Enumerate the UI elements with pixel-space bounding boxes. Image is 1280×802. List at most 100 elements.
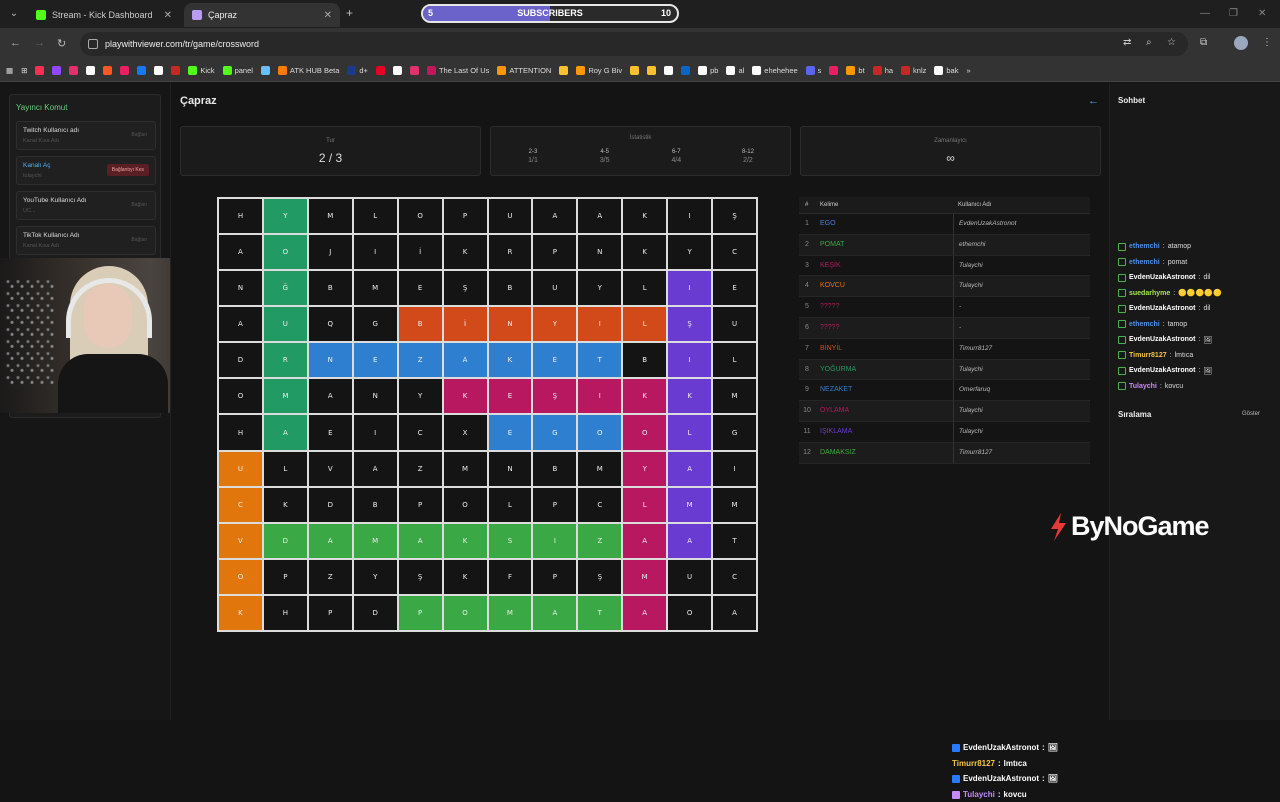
connect-button[interactable]: Bağlan: [131, 237, 147, 243]
grid-cell[interactable]: M: [352, 522, 398, 559]
grid-cell[interactable]: K: [442, 522, 488, 559]
grid-cell[interactable]: A: [532, 198, 578, 235]
window-close-icon[interactable]: ✕: [1258, 8, 1267, 19]
close-icon[interactable]: ✕: [163, 9, 172, 21]
bookmark-item[interactable]: [154, 66, 164, 75]
grid-cell[interactable]: M: [442, 450, 488, 487]
grid-cell[interactable]: E: [352, 342, 398, 379]
grid-cell[interactable]: Y: [532, 306, 578, 343]
grid-cell[interactable]: N: [487, 306, 533, 343]
grid-cell[interactable]: N: [577, 234, 623, 271]
grid-cell[interactable]: A: [397, 522, 443, 559]
grid-cell[interactable]: P: [532, 234, 578, 271]
close-icon[interactable]: ✕: [323, 9, 332, 21]
grid-cell[interactable]: Ş: [532, 378, 578, 415]
grid-cell[interactable]: C: [577, 486, 623, 523]
grid-cell[interactable]: D: [262, 522, 308, 559]
grid-cell[interactable]: E: [487, 414, 533, 451]
grid-cell[interactable]: U: [487, 198, 533, 235]
grid-cell[interactable]: S: [487, 522, 533, 559]
grid-cell[interactable]: G: [352, 306, 398, 343]
grid-cell[interactable]: B: [352, 486, 398, 523]
grid-cell[interactable]: Z: [397, 342, 443, 379]
grid-cell[interactable]: K: [622, 234, 668, 271]
chat-username[interactable]: EvdenUzakAstronot: [1129, 274, 1196, 282]
grid-cell[interactable]: Y: [667, 234, 713, 271]
grid-cell[interactable]: N: [487, 450, 533, 487]
more-bookmarks-icon[interactable]: »: [966, 66, 971, 75]
grid-cell[interactable]: M: [622, 558, 668, 595]
grid-cell[interactable]: Y: [262, 198, 308, 235]
bookmark-item[interactable]: [120, 66, 130, 75]
profile-avatar[interactable]: [1234, 36, 1248, 50]
grid-cell[interactable]: Q: [307, 306, 353, 343]
grid-cell[interactable]: I: [352, 414, 398, 451]
chat-username[interactable]: EvdenUzakAstronot: [1129, 367, 1196, 375]
bookmark-item[interactable]: d+: [347, 66, 368, 75]
grid-cell[interactable]: Ş: [712, 198, 757, 235]
grid-cell[interactable]: N: [218, 270, 263, 307]
grid-cell[interactable]: I: [532, 522, 578, 559]
grid-cell[interactable]: I: [577, 306, 623, 343]
bookmark-item[interactable]: [375, 66, 385, 75]
grid-cell[interactable]: A: [712, 594, 757, 631]
bookmark-item[interactable]: [86, 66, 96, 75]
grid-cell[interactable]: V: [218, 522, 263, 559]
grid-cell[interactable]: O: [622, 414, 668, 451]
new-tab-icon[interactable]: +: [346, 6, 354, 20]
grid-cell[interactable]: Y: [352, 558, 398, 595]
grid-cell[interactable]: B: [487, 270, 533, 307]
bookmark-item[interactable]: [664, 66, 674, 75]
chat-username[interactable]: Timurr8127: [1129, 351, 1167, 359]
grid-cell[interactable]: I: [712, 450, 757, 487]
grid-cell[interactable]: C: [397, 414, 443, 451]
grid-cell[interactable]: C: [218, 486, 263, 523]
bookmark-item[interactable]: [630, 66, 640, 75]
bookmark-item[interactable]: panel: [222, 66, 253, 75]
grid-cell[interactable]: I: [667, 342, 713, 379]
grid-cell[interactable]: P: [532, 486, 578, 523]
grid-cell[interactable]: M: [262, 378, 308, 415]
grid-cell[interactable]: A: [667, 450, 713, 487]
grid-cell[interactable]: U: [532, 270, 578, 307]
grid-cell[interactable]: P: [262, 558, 308, 595]
card-input[interactable]: UC...: [23, 208, 36, 214]
disconnect-button[interactable]: Bağlantıyı Kes: [106, 164, 149, 176]
grid-cell[interactable]: O: [218, 558, 263, 595]
grid-cell[interactable]: A: [218, 306, 263, 343]
grid-cell[interactable]: K: [667, 378, 713, 415]
grid-cell[interactable]: D: [352, 594, 398, 631]
bookmark-item[interactable]: al: [726, 66, 744, 75]
grid-cell[interactable]: T: [712, 522, 757, 559]
bookmark-item[interactable]: [392, 66, 402, 75]
grid-cell[interactable]: P: [397, 594, 443, 631]
bookmark-item[interactable]: s: [805, 66, 821, 75]
grid-cell[interactable]: A: [307, 522, 353, 559]
grid-cell[interactable]: Z: [307, 558, 353, 595]
grid-cell[interactable]: T: [577, 594, 623, 631]
maximize-icon[interactable]: ❐: [1229, 8, 1238, 19]
menu-icon[interactable]: ⋮: [1262, 37, 1272, 48]
grid-cell[interactable]: P: [442, 198, 488, 235]
reload-icon[interactable]: ↻: [57, 38, 67, 50]
tab-kick-dashboard[interactable]: Stream - Kick Dashboard ✕: [28, 3, 180, 27]
chat-username[interactable]: EvdenUzakAstronot: [1129, 336, 1196, 344]
grid-cell[interactable]: R: [487, 234, 533, 271]
bookmark-item[interactable]: knlz: [901, 66, 926, 75]
grid-cell[interactable]: F: [487, 558, 533, 595]
grid-cell[interactable]: Y: [397, 378, 443, 415]
card-input[interactable]: Kanal Kısa Adı: [23, 243, 60, 249]
bookmark-item[interactable]: [103, 66, 113, 75]
grid-cell[interactable]: H: [262, 594, 308, 631]
bookmark-item[interactable]: ha: [872, 66, 893, 75]
chat-username[interactable]: ethemchi: [1129, 243, 1160, 251]
grid-cell[interactable]: Z: [397, 450, 443, 487]
grid-cell[interactable]: N: [307, 342, 353, 379]
grid-cell[interactable]: Z: [577, 522, 623, 559]
grid-cell[interactable]: B: [622, 342, 668, 379]
grid-cell[interactable]: A: [532, 594, 578, 631]
grid-cell[interactable]: T: [577, 342, 623, 379]
grid-cell[interactable]: P: [532, 558, 578, 595]
grid-cell[interactable]: H: [218, 198, 263, 235]
bookmark-item[interactable]: Roy G Biv: [576, 66, 622, 75]
